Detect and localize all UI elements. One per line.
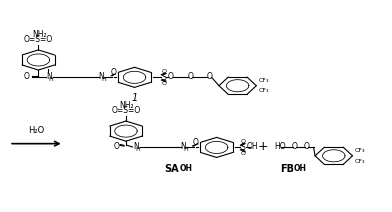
Text: OH: OH: [246, 142, 258, 151]
Text: OH: OH: [294, 164, 307, 173]
Text: O: O: [187, 72, 193, 81]
Text: O: O: [162, 69, 167, 74]
Text: O: O: [168, 72, 174, 81]
Text: O: O: [110, 68, 116, 77]
Text: H: H: [135, 147, 140, 152]
Text: O=S=O: O=S=O: [111, 106, 141, 115]
Text: 1: 1: [131, 93, 138, 103]
Text: CF₃: CF₃: [258, 78, 269, 83]
Text: H: H: [101, 77, 106, 82]
Text: S: S: [162, 73, 167, 82]
Text: CF₃: CF₃: [354, 159, 365, 163]
Text: O: O: [241, 139, 246, 144]
Text: O: O: [303, 142, 309, 151]
Text: N: N: [98, 73, 104, 81]
Text: O: O: [192, 138, 198, 147]
Text: H: H: [183, 147, 188, 152]
Text: NH₂: NH₂: [32, 30, 47, 39]
Text: FB: FB: [280, 164, 294, 174]
Text: CF₃: CF₃: [258, 88, 269, 93]
Text: O: O: [292, 142, 298, 151]
Text: SA: SA: [164, 164, 179, 174]
Text: HO: HO: [274, 142, 286, 151]
Text: O: O: [113, 142, 119, 151]
Text: O: O: [24, 73, 30, 81]
Text: H₂O: H₂O: [28, 126, 45, 135]
Text: OH: OH: [180, 164, 192, 173]
Text: O: O: [162, 81, 167, 86]
Text: O: O: [207, 72, 212, 81]
Text: H: H: [49, 77, 54, 82]
Text: N: N: [181, 142, 187, 151]
Text: +: +: [257, 140, 268, 153]
Text: S: S: [241, 143, 245, 152]
Text: O: O: [241, 151, 246, 156]
Text: N: N: [46, 73, 52, 81]
Text: N: N: [133, 142, 138, 151]
Text: CF₃: CF₃: [354, 148, 365, 153]
Text: O=S=O: O=S=O: [24, 35, 53, 44]
Text: NH₂: NH₂: [120, 101, 134, 110]
